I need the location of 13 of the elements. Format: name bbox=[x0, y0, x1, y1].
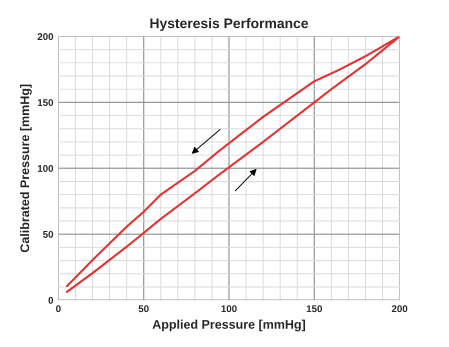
x-tick-label: 0 bbox=[56, 305, 61, 312]
x-tick-label: 100 bbox=[221, 305, 237, 312]
y-axis-title: Calibrated Pressure [mmHg] bbox=[20, 84, 32, 252]
y-tick-label: 0 bbox=[48, 296, 54, 304]
x-tick-label: 150 bbox=[306, 305, 322, 312]
y-tick-label: 50 bbox=[42, 230, 54, 238]
x-tick-label: 200 bbox=[392, 305, 408, 312]
x-tick-label: 50 bbox=[138, 305, 149, 312]
chart-title: Hysteresis Performance bbox=[150, 18, 308, 31]
y-tick-label: 200 bbox=[38, 33, 54, 40]
y-tick-label: 150 bbox=[38, 99, 54, 106]
y-tick-label: 100 bbox=[38, 165, 54, 172]
x-axis-title: Applied Pressure [mmHg] bbox=[152, 320, 306, 332]
